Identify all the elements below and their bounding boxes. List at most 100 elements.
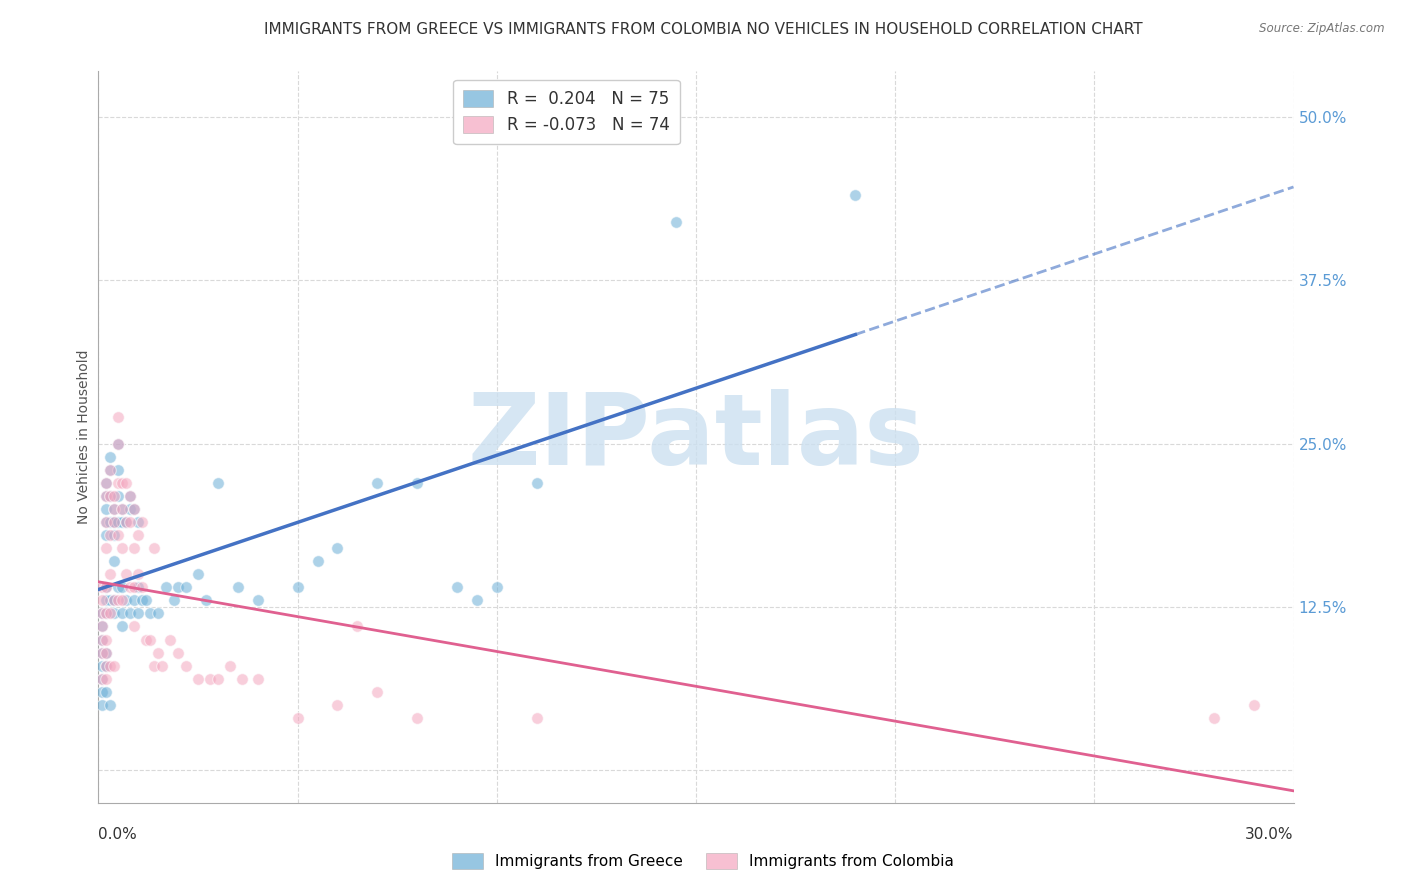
Point [103,554,125,568]
Point [100,515,122,529]
Point [115,567,138,582]
Point [96,632,118,647]
Point [163,593,186,607]
Point [131,515,153,529]
Point [111,593,134,607]
Point [120,489,142,503]
Point [111,541,134,555]
Point [844,188,866,202]
Point [91,632,114,647]
Point [103,528,125,542]
Point [198,672,221,686]
Point [91,646,114,660]
Point [111,580,134,594]
Point [120,515,142,529]
Point [195,593,218,607]
Point [96,489,118,503]
Point [167,580,190,594]
Point [526,711,548,725]
Point [526,475,548,490]
Point [115,515,138,529]
Point [307,554,329,568]
Point [91,632,114,647]
Point [96,658,118,673]
Point [103,515,125,529]
Point [120,502,142,516]
Point [366,475,388,490]
Point [100,567,122,582]
Point [96,607,118,621]
Point [91,607,114,621]
Text: ZIPatlas: ZIPatlas [468,389,924,485]
Point [111,515,134,529]
Point [131,580,153,594]
Point [96,607,118,621]
Point [107,410,129,425]
Point [207,672,229,686]
Point [96,502,118,516]
Point [96,515,118,529]
Point [91,607,114,621]
Legend: Immigrants from Greece, Immigrants from Colombia: Immigrants from Greece, Immigrants from … [446,847,960,875]
Point [150,658,173,673]
Point [100,528,122,542]
Point [127,607,149,621]
Point [115,593,138,607]
Y-axis label: No Vehicles in Household: No Vehicles in Household [77,350,91,524]
Point [485,580,508,594]
Point [135,593,157,607]
Point [120,489,142,503]
Point [96,658,118,673]
Point [96,475,118,490]
Point [107,580,129,594]
Point [96,475,118,490]
Point [91,646,114,660]
Point [148,646,170,660]
Point [174,580,197,594]
Point [143,541,166,555]
Point [406,711,429,725]
Point [111,502,134,516]
Point [246,672,269,686]
Text: IMMIGRANTS FROM GREECE VS IMMIGRANTS FROM COLOMBIA NO VEHICLES IN HOUSEHOLD CORR: IMMIGRANTS FROM GREECE VS IMMIGRANTS FRO… [264,22,1142,37]
Point [103,515,125,529]
Point [326,698,349,712]
Point [96,528,118,542]
Point [107,528,129,542]
Point [111,502,134,516]
Point [287,711,309,725]
Text: 0.0%: 0.0% [98,827,138,841]
Point [96,489,118,503]
Point [91,619,114,633]
Point [127,515,149,529]
Point [155,580,177,594]
Point [346,619,368,633]
Point [139,632,162,647]
Point [96,646,118,660]
Point [406,475,429,490]
Point [96,685,118,699]
Point [124,502,146,516]
Text: 30.0%: 30.0% [1246,827,1294,841]
Point [287,580,309,594]
Point [107,436,129,450]
Point [187,672,209,686]
Point [1243,698,1265,712]
Point [96,580,118,594]
Point [107,593,129,607]
Point [246,593,269,607]
Point [96,646,118,660]
Point [124,502,146,516]
Point [1202,711,1225,725]
Point [187,567,209,582]
Point [665,214,688,228]
Point [127,528,149,542]
Point [96,541,118,555]
Point [100,658,122,673]
Point [103,658,125,673]
Point [115,515,138,529]
Point [111,607,134,621]
Point [124,593,146,607]
Point [96,593,118,607]
Point [107,475,129,490]
